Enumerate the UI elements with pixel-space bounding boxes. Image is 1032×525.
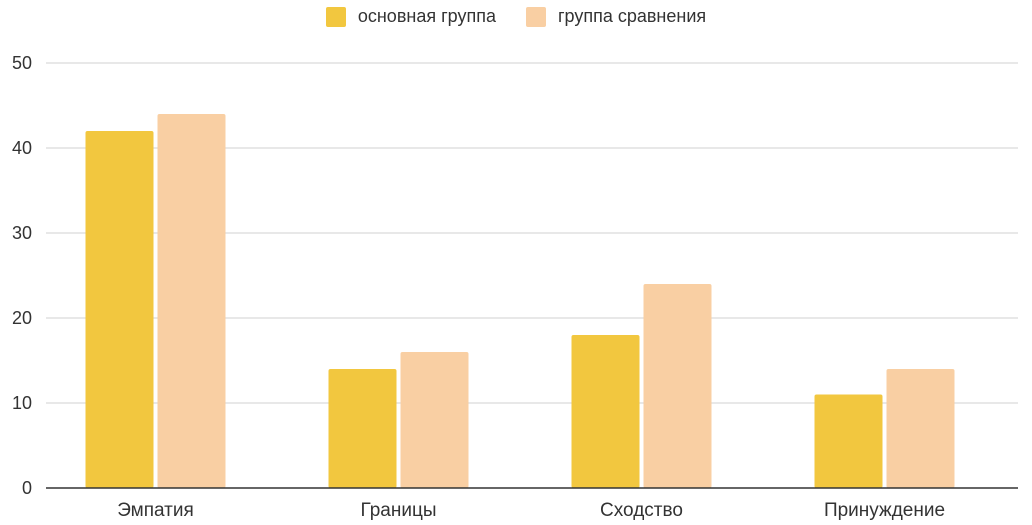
y-tick-label: 30 xyxy=(12,223,32,243)
bar-comparison-group xyxy=(400,352,469,488)
bar-main-group xyxy=(85,131,154,488)
y-tick-label: 10 xyxy=(12,393,32,413)
bar-comparison-group xyxy=(886,369,955,488)
x-tick-label: Сходство xyxy=(600,500,683,521)
y-tick-label: 0 xyxy=(22,478,32,498)
bar-main-group xyxy=(814,394,883,488)
legend-label-main-group: основная группа xyxy=(357,6,496,26)
x-tick-label: Принуждение xyxy=(824,500,945,521)
legend-swatch-comparison-group xyxy=(525,6,546,27)
chart-legend: основная группа группа сравнения xyxy=(0,6,1032,27)
x-tick-label: Границы xyxy=(361,500,437,521)
bar-comparison-group xyxy=(643,284,712,488)
y-tick-label: 40 xyxy=(12,138,32,158)
legend-item-comparison-group: группа сравнения xyxy=(525,6,707,27)
bar-main-group xyxy=(571,335,640,488)
legend-label-comparison-group: группа сравнения xyxy=(557,6,707,26)
bar-comparison-group xyxy=(157,114,226,488)
legend-swatch-main-group xyxy=(325,6,346,27)
y-tick-label: 50 xyxy=(12,53,32,73)
x-tick-label: Эмпатия xyxy=(117,500,194,521)
legend-item-main-group: основная группа xyxy=(325,6,496,27)
bar-main-group xyxy=(328,369,397,488)
y-tick-label: 20 xyxy=(12,308,32,328)
